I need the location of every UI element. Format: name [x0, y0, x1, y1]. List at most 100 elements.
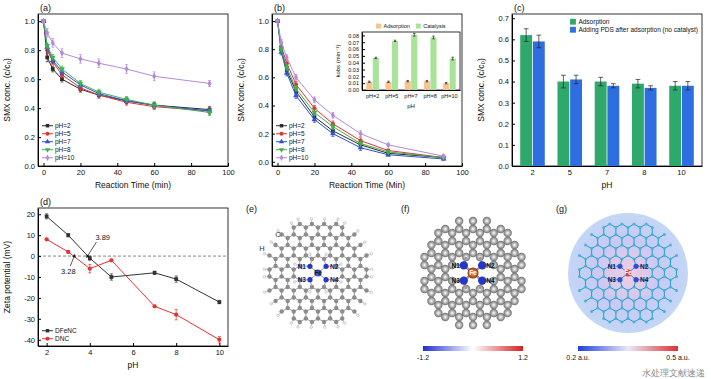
y-tick: 0.03: [348, 67, 365, 73]
error-bar: [46, 53, 49, 62]
x-tick-label: 80: [187, 168, 195, 177]
data-point: [359, 130, 363, 137]
carbon-atom: [310, 299, 314, 303]
carbon-atom: [657, 258, 660, 261]
data-point: [44, 44, 50, 49]
y-tick-label: 0.06: [348, 46, 359, 52]
carbon-atom: [651, 317, 654, 320]
y-axis-line: [38, 15, 39, 167]
chart: 0.00.20.40.60.81.0020406080100(b)Reactio…: [236, 3, 469, 190]
x-tick: 2: [530, 168, 534, 177]
carbon-atom: [602, 289, 605, 292]
hydrogen-atom: [309, 253, 312, 256]
x-tick-mark: [133, 343, 134, 346]
panel-title: (c): [514, 3, 525, 13]
hydrogen-atom: [290, 322, 293, 325]
carbon-atom: [663, 254, 666, 257]
data-point: [330, 130, 336, 135]
carbon-atom: [590, 289, 593, 292]
carbon-atom: [651, 254, 654, 257]
y-axis: -40-30-20-1001020: [24, 209, 41, 347]
bar: [430, 37, 436, 90]
series-line: [47, 216, 220, 302]
carbon-atom: [657, 307, 660, 310]
data-point: [217, 338, 221, 342]
error-bar: [208, 81, 211, 87]
hydrogen-atom: [263, 291, 266, 294]
y-tick-mark: [362, 76, 365, 77]
carbon-atom: [633, 237, 636, 240]
y-axis-title: SMX conc. (c/c₀): [236, 58, 246, 122]
carbon-atom: [292, 225, 296, 229]
error-bar: [175, 309, 178, 319]
y-axis: 0.000.010.020.030.040.050.060.070.08: [348, 33, 365, 94]
bar: [595, 82, 607, 166]
y-tick-mark: [362, 70, 365, 71]
x-tick-label: 100: [222, 168, 235, 177]
annotation-label: 3.28: [61, 267, 76, 276]
x-tick-label: 80: [421, 168, 429, 177]
carbon-atom: [608, 223, 611, 226]
carbon-atom: [584, 300, 587, 303]
colorbar-label: 1.2: [518, 354, 528, 361]
carbon-atom: [590, 233, 593, 236]
data-point: [276, 18, 280, 25]
legend-label: pH=10: [289, 154, 309, 162]
carbon-atom: [352, 246, 356, 250]
y-tick: 1.0: [25, 17, 41, 26]
nitrogen-atom: [323, 264, 328, 269]
carbon-atom: [298, 306, 302, 310]
series: [45, 214, 221, 304]
carbon-atom: [510, 241, 518, 249]
legend-label: pH=7: [55, 138, 71, 146]
carbon-atom: [292, 267, 296, 271]
structure-panel: N1N2N3N4Fe(f)-1.21.2: [401, 204, 528, 361]
series-line: [44, 21, 210, 111]
carbon-atom: [322, 299, 326, 303]
carbon-atom: [328, 253, 332, 257]
carbon-atom: [346, 285, 350, 289]
error-bar: [331, 113, 334, 119]
series-line: [278, 21, 444, 158]
carbon-atom: [627, 254, 630, 257]
legend-item: pH=2: [42, 122, 71, 130]
y-tick-mark: [38, 277, 41, 278]
carbon-atom: [602, 310, 605, 313]
carbon-atom: [590, 310, 593, 313]
y-tick: -30: [24, 315, 41, 324]
data-point: [45, 29, 49, 36]
annotation-arrow: [87, 242, 96, 256]
error-bar: [88, 256, 91, 260]
error-bar: [445, 82, 447, 83]
y-axis: 0.00.20.40.60.81.0: [25, 15, 41, 171]
y-tick: 0.7: [499, 14, 515, 23]
series: [275, 19, 445, 160]
hydrogen-atom: [364, 241, 367, 244]
atom-label: Fe: [314, 269, 322, 276]
structure-panel: N1N2N3N4FeCH(e): [246, 204, 373, 329]
carbon-atom: [298, 222, 302, 226]
data-point: [96, 91, 102, 96]
carbon-atom: [675, 275, 678, 278]
hydrogen-atom: [323, 217, 326, 220]
y-axis-line: [272, 15, 273, 167]
legend-marker: [45, 148, 50, 153]
atom-label: N3: [451, 277, 460, 284]
carbon-atom: [608, 300, 611, 303]
data-point: [293, 87, 299, 92]
carbon-atom: [657, 300, 660, 303]
carbon-atom: [517, 253, 525, 261]
error-bar: [79, 55, 82, 64]
bar: [392, 41, 398, 90]
legend-marker: [46, 155, 50, 161]
error-bar: [368, 81, 370, 82]
error-bar: [280, 39, 283, 45]
carbon-atom: [584, 258, 587, 261]
error-bar: [561, 75, 566, 88]
atom-label: N2: [486, 262, 495, 269]
legend-item: pH=8: [42, 146, 71, 154]
plot-frame: [362, 32, 460, 90]
hydrogen-atom: [370, 252, 373, 255]
y-tick-label: 0.7: [499, 14, 509, 23]
carbon-atom: [639, 310, 642, 313]
